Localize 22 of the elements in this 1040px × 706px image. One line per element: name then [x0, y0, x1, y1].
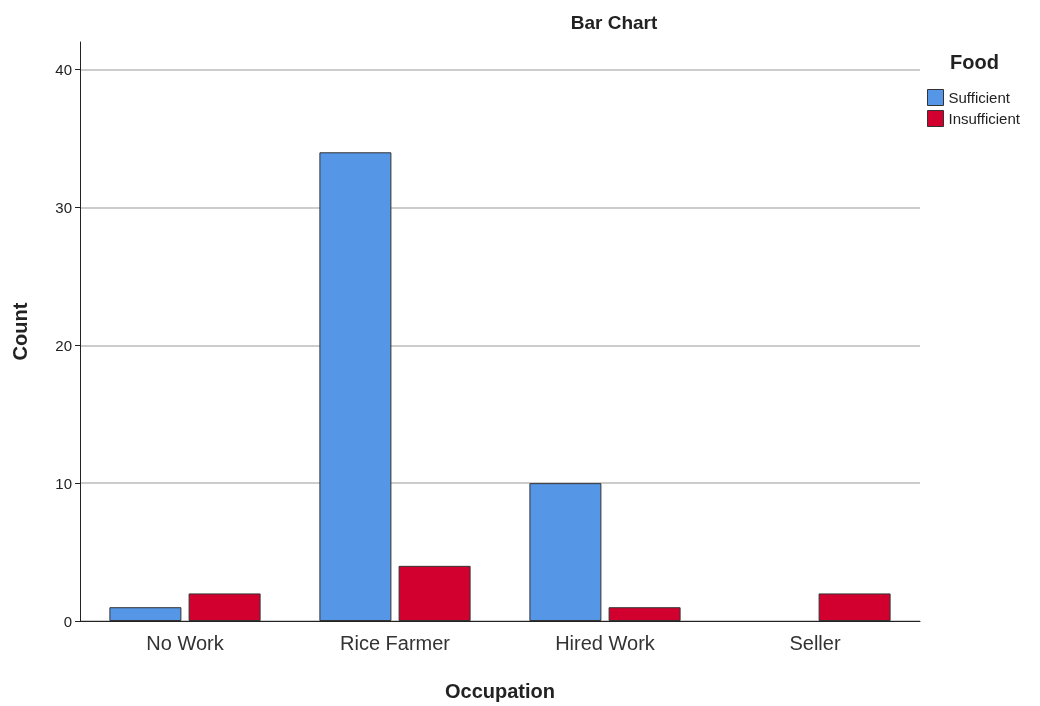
- y-tick-label: 30: [55, 198, 72, 216]
- y-axis-title: Count: [9, 302, 31, 361]
- bar: [109, 607, 182, 621]
- bar: [398, 565, 471, 621]
- y-tick-label: 10: [55, 474, 72, 492]
- bar: [529, 483, 602, 621]
- x-axis-title: Occupation: [444, 680, 556, 702]
- x-tick-label: No Work: [146, 632, 225, 654]
- x-tick-label: Hired Work: [555, 632, 656, 654]
- x-tick-label: Seller: [789, 632, 841, 654]
- bar: [319, 152, 392, 621]
- bar: [608, 607, 681, 621]
- legend-label: Insufficient: [948, 110, 1021, 127]
- legend-label: Sufficient: [948, 89, 1011, 106]
- y-tick-label: 20: [55, 336, 72, 354]
- legend-title: Food: [950, 51, 999, 73]
- bar: [188, 593, 261, 621]
- bar: [818, 593, 891, 621]
- chart-title: Bar Chart: [570, 12, 658, 33]
- y-tick-label: 40: [55, 61, 72, 79]
- y-tick-label: 0: [63, 612, 72, 630]
- x-tick-label: Rice Farmer: [339, 632, 451, 654]
